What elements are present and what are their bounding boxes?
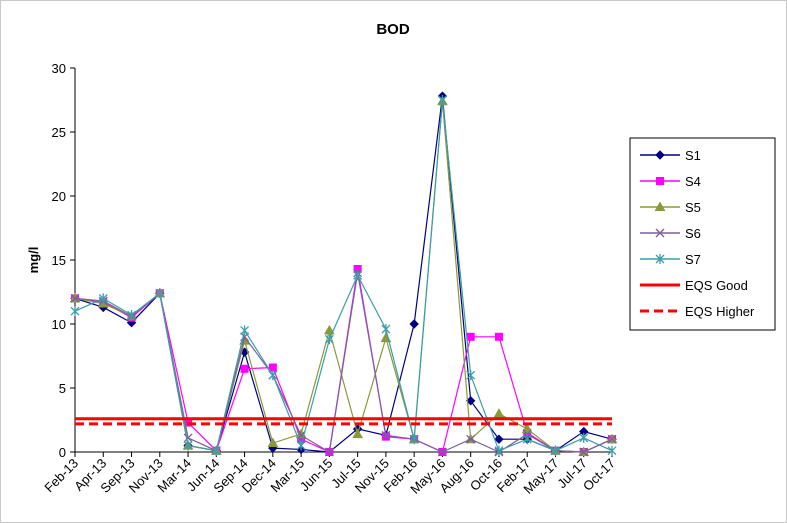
data-point-s7 <box>268 370 278 381</box>
legend-label-eqs-good: EQS Good <box>685 278 748 293</box>
data-point-s7 <box>211 445 221 456</box>
series-s1 <box>70 91 617 457</box>
data-point-s7 <box>381 324 391 335</box>
legend-item-eqs-higher: EQS Higher <box>640 304 755 319</box>
data-point-s6 <box>466 434 476 444</box>
legend-label-s7: S7 <box>685 252 701 267</box>
y-tick-label: 15 <box>52 253 66 268</box>
series-s7 <box>70 95 617 456</box>
data-point-s6 <box>70 293 80 303</box>
series-line-s1 <box>74 96 613 453</box>
data-point-s7 <box>409 434 419 445</box>
data-point-s5 <box>352 428 363 439</box>
data-point-s6 <box>607 434 617 444</box>
legend-marker-s6 <box>655 228 665 238</box>
legend-label-s5: S5 <box>685 200 701 215</box>
data-point-s5 <box>521 423 533 433</box>
x-tick-label: Feb-13 <box>41 456 81 496</box>
y-tick-label: 10 <box>52 317 66 332</box>
data-point-s7 <box>466 370 476 381</box>
data-point-s7 <box>494 445 504 456</box>
data-point-s7 <box>127 310 136 321</box>
data-point-s5 <box>267 437 279 448</box>
y-tick-label: 25 <box>52 125 66 140</box>
legend-item-s6: S6 <box>640 226 701 241</box>
data-point-s4 <box>268 363 277 372</box>
y-tick-label: 5 <box>59 381 66 396</box>
legend-label-s6: S6 <box>685 226 701 241</box>
legend: S1 S4 S5 S6 S7 EQS Good EQS Higher <box>629 137 776 331</box>
data-point-s4 <box>466 332 475 341</box>
chart-title: BOD <box>376 21 410 38</box>
legend-item-s1: S1 <box>640 148 701 163</box>
legend-item-s7: S7 <box>640 252 701 267</box>
data-point-s7 <box>296 440 306 451</box>
data-point-s6 <box>437 447 447 457</box>
legend-box <box>629 137 776 331</box>
legend-marker-s1 <box>655 150 665 160</box>
series-s5 <box>69 95 618 456</box>
series-s6 <box>70 268 617 457</box>
data-point-s7 <box>240 325 250 336</box>
data-point-s4 <box>240 364 249 373</box>
series-line-s7 <box>74 99 613 452</box>
series-line-s5 <box>74 101 613 453</box>
data-point-s1 <box>409 319 419 329</box>
y-tick-label: 0 <box>59 445 66 460</box>
plot-area <box>69 91 618 457</box>
legend-marker-s7 <box>655 254 665 264</box>
data-point-s7 <box>579 432 589 443</box>
data-point-s7 <box>353 270 363 281</box>
data-point-s6 <box>324 447 334 457</box>
data-point-s7 <box>522 434 532 445</box>
data-point-s5 <box>493 408 505 418</box>
legend-marker-s5 <box>654 201 666 211</box>
data-point-s7 <box>607 445 617 456</box>
y-tick-label: 20 <box>52 189 66 204</box>
x-tick-label: Oct-17 <box>580 456 618 494</box>
data-point-s4 <box>494 332 503 341</box>
x-tick-label: Jun-15 <box>297 456 336 495</box>
data-point-s7 <box>324 334 334 345</box>
data-point-s7 <box>183 440 193 451</box>
data-point-s1 <box>465 396 476 406</box>
legend-label-s4: S4 <box>685 174 701 189</box>
legend-label-s1: S1 <box>685 148 701 163</box>
data-point-s7 <box>98 293 108 304</box>
legend-item-eqs-good: EQS Good <box>640 278 748 293</box>
data-point-s1 <box>494 434 504 444</box>
y-tick-label: 30 <box>52 61 66 76</box>
data-point-s5 <box>324 324 335 335</box>
data-point-s6 <box>579 447 589 457</box>
data-point-s7 <box>551 445 560 456</box>
data-point-s7 <box>70 306 80 317</box>
legend-label-eqs-higher: EQS Higher <box>685 304 755 319</box>
legend-marker-s4 <box>656 177 664 185</box>
data-point-s7 <box>437 95 447 105</box>
legend-item-s5: S5 <box>640 200 701 215</box>
legend-item-s4: S4 <box>640 174 701 189</box>
data-point-s7 <box>155 288 165 299</box>
y-axis-label: mg/l <box>26 247 41 274</box>
data-point-s6 <box>183 433 193 443</box>
data-point-s6 <box>381 430 391 440</box>
